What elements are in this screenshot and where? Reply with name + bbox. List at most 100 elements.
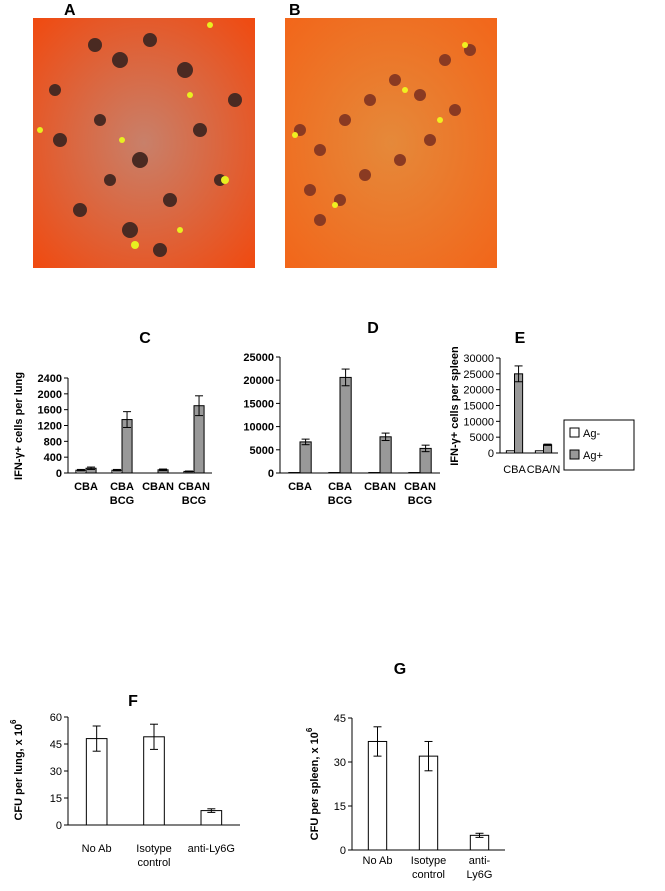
x-tick-label-line: control xyxy=(412,869,445,881)
x-tick-label-line: CBAN xyxy=(404,481,436,493)
x-tick-label: No Ab xyxy=(363,855,393,867)
error-bar xyxy=(112,468,121,472)
x-tick-label: anti-Ly6G xyxy=(467,855,493,881)
y-axis-label: CFU per spleen, x 106 xyxy=(305,727,321,840)
cells xyxy=(294,44,476,226)
fluorescence xyxy=(292,42,468,208)
x-tick-label-line: CBA xyxy=(110,481,134,493)
y-tick-label: 45 xyxy=(334,713,346,725)
bar xyxy=(367,740,388,851)
y-tick-label: 400 xyxy=(44,452,62,464)
x-tick-label-line: BCG xyxy=(328,495,352,507)
y-axis-label: IFN-γ+ cells per spleen xyxy=(449,346,461,466)
y-tick-label: 2400 xyxy=(38,373,62,385)
y-axis-label-text: CFU per lung, x 10 xyxy=(13,724,25,821)
x-tick-label: CBAN BCG xyxy=(178,481,210,507)
x-tick-label: CBA BCG xyxy=(110,481,134,507)
panel-label: A xyxy=(64,2,76,19)
y-tick-label: 30000 xyxy=(463,353,494,365)
bar xyxy=(543,444,553,454)
y-tick-label: 5000 xyxy=(470,432,494,444)
x-tick-label-line: Ly6G xyxy=(467,869,493,881)
error-bar xyxy=(159,468,168,472)
bar xyxy=(534,450,545,454)
x-tick-label: anti-Ly6G xyxy=(188,843,235,855)
y-tick-label: 20000 xyxy=(463,385,494,397)
y-tick-label: 2000 xyxy=(38,389,62,401)
error-bar xyxy=(421,444,430,453)
y-axis-label: CFU per lung, x 106 xyxy=(9,719,25,821)
error-bar xyxy=(195,395,204,417)
x-tick-label-line: CBAN xyxy=(142,481,174,493)
y-tick-label: 30 xyxy=(50,766,62,778)
panel-label: B xyxy=(289,2,301,19)
y-tick-label: 15 xyxy=(50,793,62,805)
x-tick-label-line: Isotype xyxy=(136,843,171,855)
error-bar xyxy=(475,832,484,838)
x-tick-label: CBAN xyxy=(364,481,396,493)
y-tick-label: 0 xyxy=(268,468,274,480)
x-tick-label-line: CBAN xyxy=(364,481,396,493)
y-tick-label: 30 xyxy=(334,757,346,769)
x-tick-label-line: CBAN xyxy=(178,481,210,493)
y-tick-label: 25000 xyxy=(463,369,494,381)
micrograph xyxy=(33,18,255,268)
error-bar xyxy=(92,725,101,752)
x-tick-label: CBA BCG xyxy=(328,481,352,507)
x-tick-label-line: BCG xyxy=(408,495,432,507)
y-axis-label-text: CFU per spleen, x 10 xyxy=(309,732,321,840)
y-tick-label: 5000 xyxy=(250,445,274,457)
y-tick-label: 15000 xyxy=(463,401,494,413)
chart-title: D xyxy=(367,320,379,337)
y-tick-label: 10000 xyxy=(243,422,274,434)
error-bar xyxy=(373,726,382,757)
bar xyxy=(505,450,516,454)
chart-title: C xyxy=(139,330,151,347)
x-tick-label-line: BCG xyxy=(182,495,206,507)
legend-swatch xyxy=(569,449,580,460)
error-bar xyxy=(301,438,310,446)
error-bar xyxy=(150,723,158,750)
bar xyxy=(339,376,352,474)
error-bar xyxy=(87,466,96,470)
y-tick-label: 0 xyxy=(488,448,494,460)
y-tick-label: 20000 xyxy=(243,375,274,387)
x-tick-label: CBA xyxy=(288,481,312,493)
x-tick-label: CBAN xyxy=(142,481,174,493)
micrograph xyxy=(285,18,497,268)
legend-swatch xyxy=(569,427,580,438)
x-tick-label: CBA xyxy=(74,481,98,493)
error-bar xyxy=(514,365,523,383)
x-tick-label: No Ab xyxy=(82,843,112,855)
y-tick-label: 0 xyxy=(340,845,346,857)
bar xyxy=(514,373,524,454)
y-tick-label: 1600 xyxy=(38,405,62,417)
y-axis-label-text: IFN-γ+ cells per spleen xyxy=(449,346,461,466)
y-tick-label: 0 xyxy=(56,468,62,480)
x-tick-label-line: BCG xyxy=(110,495,134,507)
y-axis-label-sup: 6 xyxy=(9,719,18,724)
y-tick-label: 15 xyxy=(334,801,346,813)
error-bar xyxy=(381,432,390,442)
error-bar xyxy=(76,468,85,472)
error-bar xyxy=(543,443,552,446)
y-axis-label-text: IFN-γ+ cells per lung xyxy=(13,372,25,480)
x-tick-label-line: Isotype xyxy=(411,855,446,867)
bar xyxy=(143,736,165,826)
x-tick-label: Isotype control xyxy=(411,855,446,881)
x-tick-label-line: CBA xyxy=(503,464,526,476)
bar xyxy=(299,441,312,474)
x-tick-label: Isotype control xyxy=(136,843,171,869)
error-bar xyxy=(341,368,350,387)
error-bar xyxy=(184,470,193,473)
y-tick-label: 60 xyxy=(50,712,62,724)
x-tick-label-line: anti-Ly6G xyxy=(188,843,235,855)
x-tick-label: CBAN BCG xyxy=(404,481,436,507)
error-bar xyxy=(123,411,132,428)
legend-label: Ag- xyxy=(583,428,600,440)
chart-title: G xyxy=(394,661,406,678)
y-axis-label: IFN-γ+ cells per lung xyxy=(13,372,25,480)
x-tick-label-line: CBA/N xyxy=(527,464,561,476)
x-tick-label-line: CBA xyxy=(328,481,352,493)
y-tick-label: 0 xyxy=(56,820,62,832)
